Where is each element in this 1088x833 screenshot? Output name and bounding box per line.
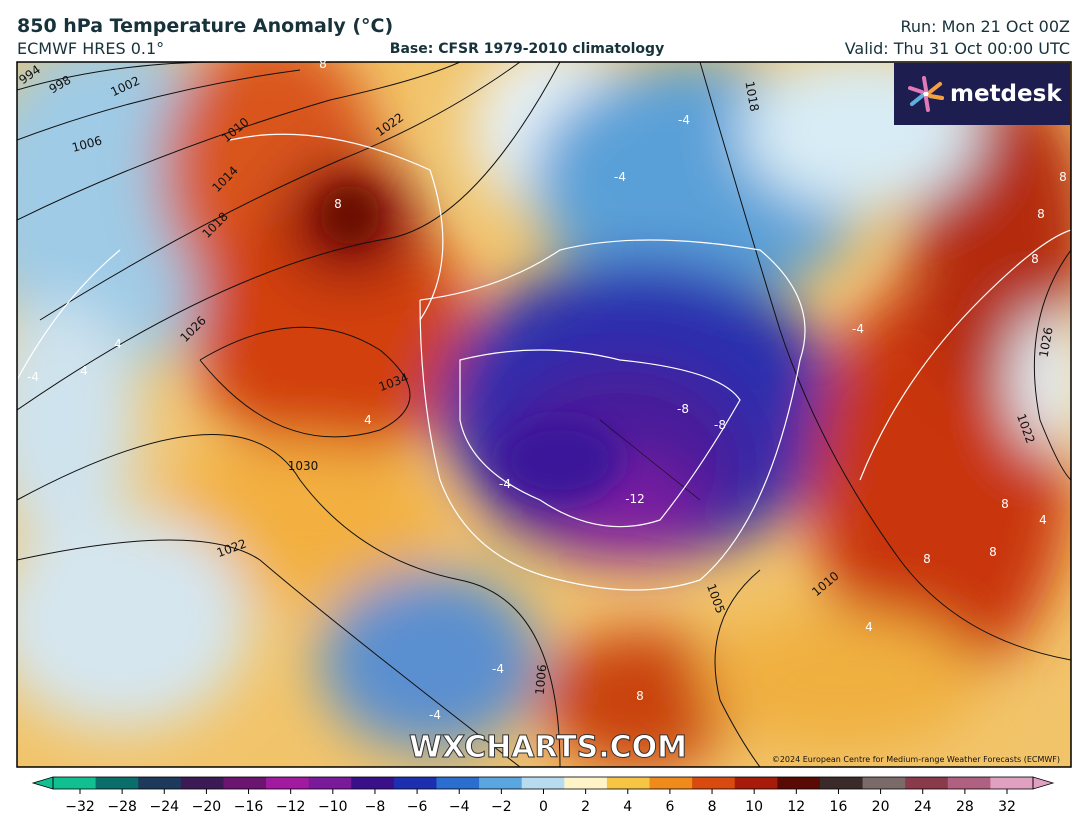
colorbar-segment (266, 777, 310, 789)
colorbar-tick-label: −8 (365, 799, 386, 815)
colorbar-tick-label: 16 (830, 799, 848, 815)
anomaly-label: 8 (989, 545, 997, 559)
anomaly-label: -8 (714, 418, 726, 432)
colorbar-segment (905, 777, 949, 789)
colorbar-segment (138, 777, 182, 789)
colorbar-tick-label: −4 (449, 799, 470, 815)
isobar-label: 1006 (533, 664, 550, 696)
isobar-label: 1030 (288, 459, 319, 473)
anomaly-label: 8 (1031, 252, 1039, 266)
colorbar-tick-label: −12 (276, 799, 306, 815)
colorbar-tick-label: −6 (407, 799, 428, 815)
anomaly-label: 8 (636, 689, 644, 703)
anomaly-label: 4 (114, 337, 122, 351)
anomaly-label: -4 (614, 170, 626, 184)
anomaly-label: 8 (923, 552, 931, 566)
colorbar-segment (223, 777, 267, 789)
anomaly-label: 4 (1039, 513, 1047, 527)
colorbar-segment (95, 777, 139, 789)
anomaly-label: -4 (499, 477, 511, 491)
valid: Valid: Thu 31 Oct 00:00 UTC (845, 39, 1070, 58)
colorbar-segment (777, 777, 821, 789)
colorbar-segment (308, 777, 352, 789)
isobar-label: 1026 (1037, 326, 1056, 359)
colorbar-tick-label: 4 (623, 799, 632, 815)
colorbar-tick-label: −32 (65, 799, 95, 815)
anomaly-label: 8 (334, 197, 342, 211)
logo-icon (908, 76, 944, 112)
watermark: WXCHARTS.COM (409, 730, 687, 765)
colorbar-segment (351, 777, 395, 789)
anomaly-label: -4 (27, 370, 39, 384)
colorbar-segment (436, 777, 480, 789)
colorbar-tick-label: 6 (665, 799, 674, 815)
colorbar-tick-label: −10 (318, 799, 348, 815)
isobar-label: 1018 (742, 80, 761, 113)
colorbar-segment (947, 777, 991, 789)
colorbar-segment (734, 777, 778, 789)
colorbar-tick-label: 10 (745, 799, 763, 815)
colorbar-tick-label: 12 (787, 799, 805, 815)
anomaly-label: -8 (677, 402, 689, 416)
colorbar-tick-label: −20 (192, 799, 222, 815)
colorbar-segment (649, 777, 693, 789)
anomaly-label: 8 (319, 57, 327, 71)
model: ECMWF HRES 0.1° (17, 39, 164, 58)
colorbar-segment (393, 777, 437, 789)
anomaly-label: 4 (364, 413, 372, 427)
anomaly-label: 8 (1037, 207, 1045, 221)
colorbar-segment (692, 777, 736, 789)
logo-text: metdesk (950, 81, 1062, 107)
colorbar-segment (819, 777, 864, 789)
base: Base: CFSR 1979-2010 climatology (390, 41, 664, 57)
colorbar-tick-label: −16 (234, 799, 264, 815)
colorbar-tick-label: −28 (107, 799, 137, 815)
colorbar-segment (564, 777, 608, 789)
colorbar-tick-label: −24 (149, 799, 179, 815)
colorbar-tick-label: 0 (539, 799, 548, 815)
anomaly-label: 8 (1059, 170, 1067, 184)
anomaly-label: -4 (429, 708, 441, 722)
colorbar-tick-label: 24 (914, 799, 932, 815)
colorbar-tick-label: 20 (872, 799, 890, 815)
colorbar-segment (479, 777, 523, 789)
anomaly-label: 8 (1001, 497, 1009, 511)
anomaly-label: 4 (80, 364, 88, 378)
colorbar-tick-label: 28 (956, 799, 974, 815)
colorbar-tick-label: 2 (581, 799, 590, 815)
map-frame (16, 61, 1072, 768)
anomaly-label: 4 (865, 620, 873, 634)
copyright: ©2024 European Centre for Medium-range W… (772, 755, 1060, 764)
colorbar-segment (990, 777, 1034, 789)
colorbar-segment (606, 777, 651, 789)
run: Run: Mon 21 Oct 00Z (901, 17, 1071, 36)
colorbar-end-low (31, 776, 54, 790)
colorbar-end-high (1032, 776, 1055, 790)
colorbar-segment (180, 777, 224, 789)
anomaly-label: -12 (625, 492, 645, 506)
anomaly-label: -4 (678, 113, 690, 127)
title: 850 hPa Temperature Anomaly (°C) (17, 15, 393, 37)
anomaly-label: -4 (492, 662, 504, 676)
colorbar-tick-label: 8 (708, 799, 717, 815)
anomaly-label: -4 (852, 322, 864, 336)
colorbar-segment (521, 777, 565, 789)
colorbar-tick-label: 32 (998, 799, 1016, 815)
colorbar-tick-label: −2 (491, 799, 512, 815)
colorbar-segment (862, 777, 906, 789)
map (17, 62, 1071, 767)
colorbar-segment (53, 777, 97, 789)
